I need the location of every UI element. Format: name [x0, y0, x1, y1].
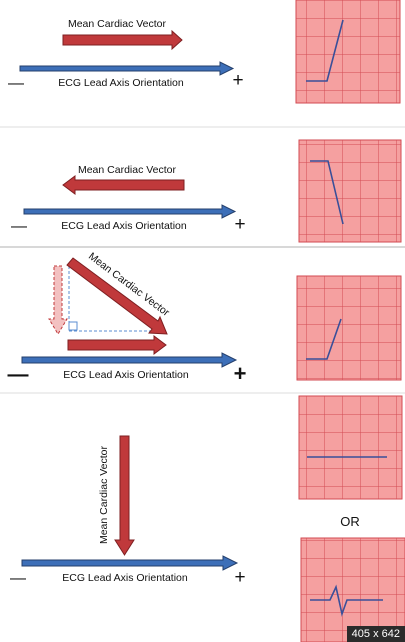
negative-pole-sign: —: [8, 75, 24, 92]
ecg-lead-axis-arrow: [19, 61, 235, 76]
positive-pole-sign: +: [234, 567, 245, 588]
right-angle-marker: [68, 321, 78, 331]
negative-pole-sign: —: [8, 363, 29, 386]
negative-pole-sign: —: [11, 218, 27, 235]
negative-pole-sign: —: [10, 570, 26, 587]
mean-cardiac-vector-arrow: [62, 29, 183, 51]
positive-pole-sign: +: [234, 361, 247, 386]
or-label: OR: [340, 514, 360, 529]
positive-pole-sign: +: [234, 214, 245, 235]
mean-cardiac-vector-arrow: [66, 257, 168, 335]
ecg-lead-axis-label: ECG Lead Axis Orientation: [61, 220, 187, 232]
ecg-strip: [298, 395, 403, 500]
vector-component-arrow: [67, 335, 167, 355]
image-size-badge: 405 x 642: [346, 626, 405, 642]
ecg-strip: [295, 0, 401, 104]
ecg-lead-axis-label: ECG Lead Axis Orientation: [58, 77, 184, 89]
panel-4: Mean Cardiac Vector — + ECG Lead Axis Or…: [10, 395, 405, 642]
ecg-trace-positive-deflection: [306, 19, 344, 82]
panel-1: Mean Cardiac Vector — + ECG Lead Axis Or…: [8, 0, 401, 104]
ecg-trace-negative-deflection: [310, 160, 344, 225]
positive-pole-sign: +: [232, 70, 243, 91]
panel-3: Mean Cardiac Vector — + ECG Lead Axis Or…: [8, 250, 402, 386]
ecg-strip: [298, 139, 402, 243]
ecg-lead-axis-arrow: [21, 352, 238, 368]
ecg-lead-axis-label: ECG Lead Axis Orientation: [62, 572, 188, 584]
ecg-strip: [296, 275, 402, 381]
ecg-trace-small-positive-deflection: [306, 318, 342, 360]
mean-cardiac-vector-arrow: [62, 175, 185, 195]
ecg-lead-axis-label: ECG Lead Axis Orientation: [63, 369, 189, 381]
mean-cardiac-vector-label: Mean Cardiac Vector: [98, 445, 110, 544]
mean-cardiac-vector-label: Mean Cardiac Vector: [68, 18, 167, 30]
ecg-trace-biphasic: [310, 584, 383, 617]
ecg-strip: [300, 537, 405, 642]
mean-cardiac-vector-arrow: [114, 435, 135, 556]
ecg-lead-axis-arrow: [21, 555, 239, 571]
panel-2: Mean Cardiac Vector — + ECG Lead Axis Or…: [11, 139, 402, 243]
mean-cardiac-vector-label: Mean Cardiac Vector: [78, 164, 177, 176]
vector-projection-arrow: [48, 265, 68, 335]
ecg-lead-axis-arrow: [23, 204, 237, 219]
